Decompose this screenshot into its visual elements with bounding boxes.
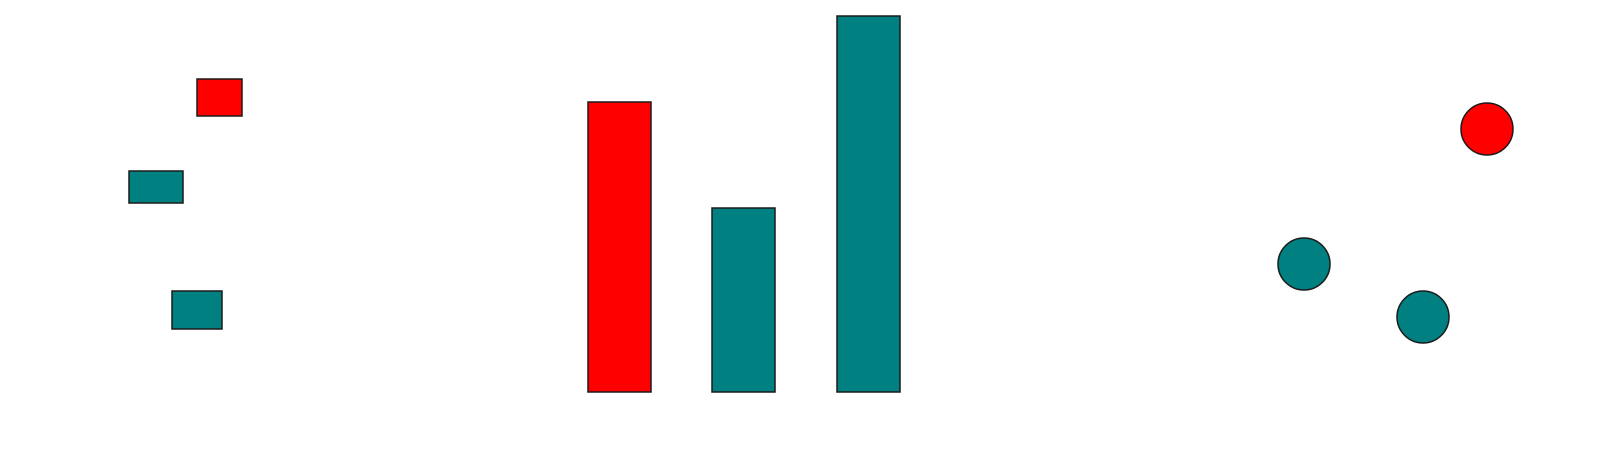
teal-circle-left (1277, 237, 1331, 291)
teal-circle-right (1396, 290, 1450, 344)
red-circle (1460, 102, 1514, 156)
teal-bar-tall (836, 15, 901, 393)
teal-rectangle-small (171, 290, 223, 330)
red-rectangle (196, 78, 243, 117)
rectangle-group (128, 78, 243, 330)
red-bar (587, 101, 652, 393)
bar-group (587, 15, 901, 393)
teal-rectangle-wide (128, 170, 184, 204)
teal-bar-short (711, 207, 776, 393)
circle-group (1277, 102, 1514, 344)
